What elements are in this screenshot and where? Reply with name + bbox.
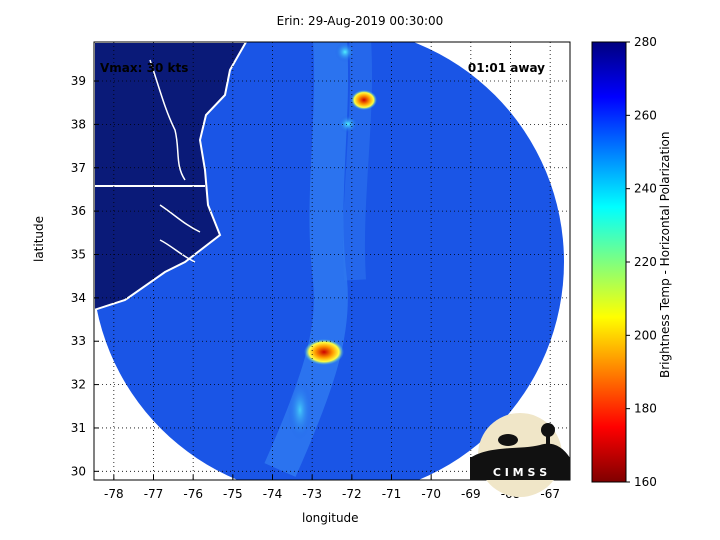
plot-frame: [93, 41, 571, 481]
y-tick-label: 32: [71, 378, 86, 392]
colorbar-tick-label: 180: [634, 402, 657, 416]
rain-band: [264, 42, 349, 477]
cimss-logo: C I M S S: [470, 413, 570, 497]
colorbar-tick-label: 160: [634, 475, 657, 489]
x-tick-label: -73: [302, 487, 322, 501]
y-tick-label: 36: [71, 204, 86, 218]
y-tick-label: 39: [71, 74, 86, 88]
cold-core-north: [351, 90, 377, 110]
x-tick-label: -75: [223, 487, 243, 501]
y-tick-label: 34: [71, 291, 86, 305]
y-tick-label: 38: [71, 117, 86, 131]
sound-coast: [159, 204, 201, 263]
colorbar-tick-label: 200: [634, 328, 657, 342]
colorbar-tick-label: 240: [634, 182, 657, 196]
x-tick-label: -69: [461, 487, 481, 501]
land-mass: [94, 42, 248, 312]
x-tick-label: -74: [263, 487, 283, 501]
chesapeake-coast: [149, 59, 186, 181]
x-tick-label: -78: [104, 487, 124, 501]
cold-core-south: [304, 339, 344, 365]
time-away-annotation: 01:01 away: [468, 61, 545, 75]
y-tick-label: 33: [71, 334, 86, 348]
radar-dish-icon: [498, 434, 518, 446]
y-tick-label: 31: [71, 421, 86, 435]
x-tick-label: -67: [540, 487, 560, 501]
colorbar-tick-label: 280: [634, 35, 657, 49]
x-tick-label: -77: [144, 487, 164, 501]
x-tick-label: -76: [183, 487, 203, 501]
y-axis-label: latitude: [32, 215, 46, 262]
vmax-annotation: Vmax: 30 kts: [100, 61, 188, 75]
colorbar: [591, 41, 627, 483]
y-tick-label: 37: [71, 161, 86, 175]
x-tick-label: -71: [382, 487, 402, 501]
water-tower-icon: [541, 423, 555, 437]
y-axis: 39 38 37 36 35 34 33 32 31 30: [71, 74, 99, 478]
x-tick-label: -70: [421, 487, 441, 501]
y-tick-label: 35: [71, 247, 86, 261]
colorbar-tick-label: 260: [634, 108, 657, 122]
x-tick-label: -72: [342, 487, 362, 501]
x-axis-label: longitude: [302, 511, 359, 525]
colorbar-ticks: 280 260 240 220 200 180 160: [626, 35, 657, 489]
map-title: Erin: 29-Aug-2019 00:30:00: [276, 14, 444, 28]
logo-text: C I M S S: [493, 466, 547, 479]
y-tick-label: 30: [71, 464, 86, 478]
colorbar-tick-label: 220: [634, 255, 657, 269]
colorbar-label: Brightness Temp - Horizontal Polarizatio…: [658, 131, 672, 378]
